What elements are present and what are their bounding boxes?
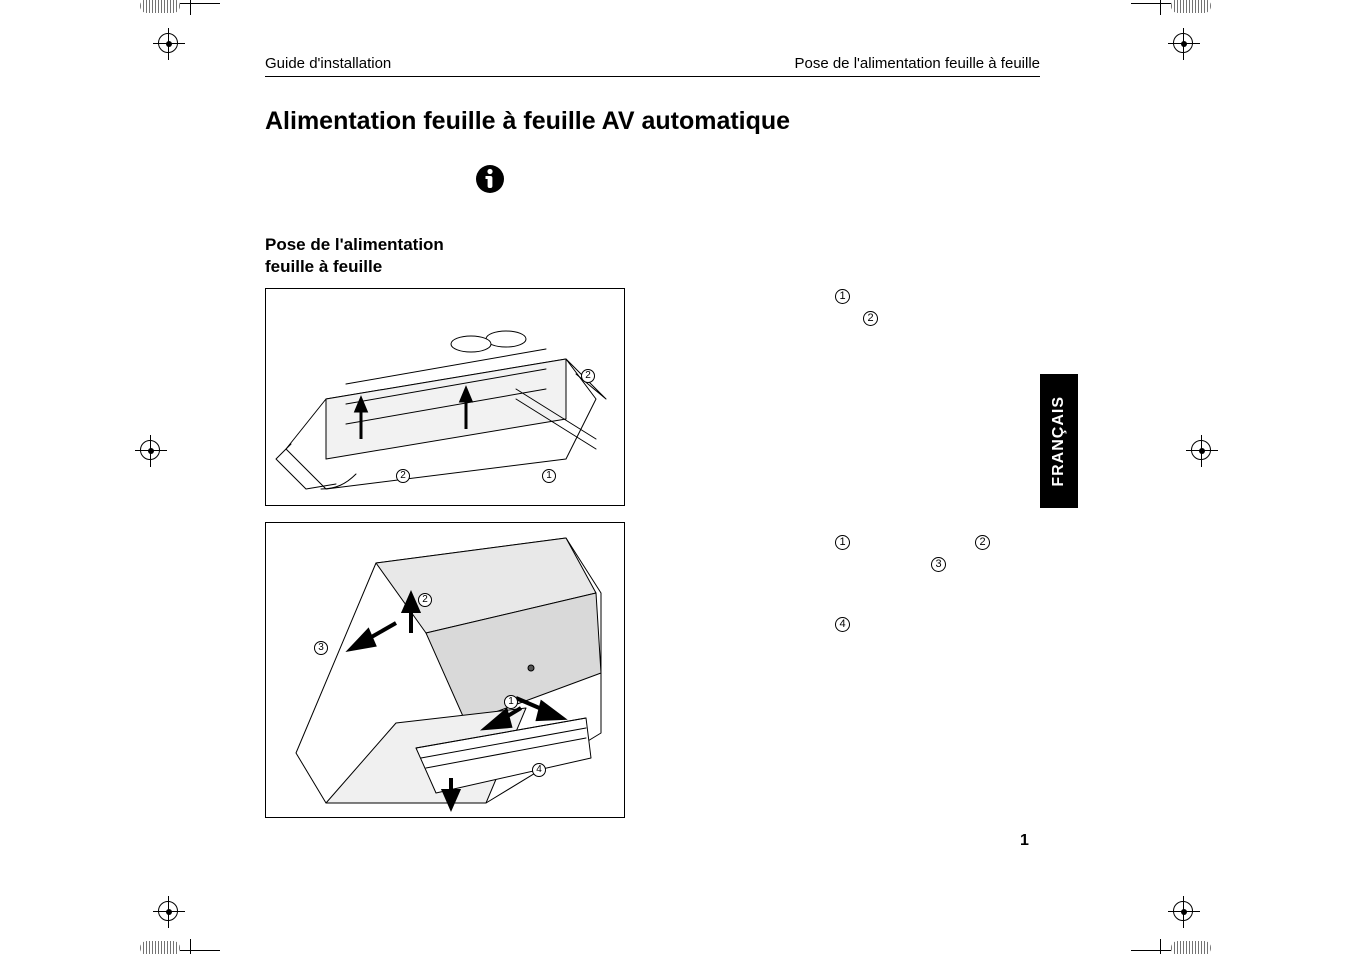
figures-column: 2 2 1 bbox=[265, 288, 625, 818]
fig1-callout-2b: 2 bbox=[396, 469, 410, 483]
running-head-right: Pose de l'alimentation feuille à feuille bbox=[794, 55, 1040, 72]
fig2-callout-3: 3 bbox=[314, 641, 328, 655]
fig2-callout-2: 2 bbox=[418, 593, 432, 607]
section-title: Pose de l'alimentation feuille à feuille bbox=[265, 234, 1040, 278]
running-head: Guide d'installation Pose de l'alimentat… bbox=[265, 55, 1040, 77]
step-marker-g2-3: 3 bbox=[931, 556, 946, 574]
info-icon bbox=[475, 164, 1040, 194]
language-tab: FRANÇAIS bbox=[1040, 374, 1078, 508]
figure-2-drawing bbox=[266, 523, 624, 817]
figure-1: 2 2 1 bbox=[265, 288, 625, 506]
step-marker-g2-1: 1 bbox=[835, 534, 850, 552]
step-marker-g2-2: 2 bbox=[975, 534, 990, 552]
step-marker-2: 2 bbox=[863, 310, 878, 328]
fig1-callout-1: 1 bbox=[542, 469, 556, 483]
running-head-left: Guide d'installation bbox=[265, 55, 391, 72]
fig2-callout-4: 4 bbox=[532, 763, 546, 777]
fig2-callout-1: 1 bbox=[504, 695, 518, 709]
page-number: 1 bbox=[1020, 832, 1029, 850]
page-title: Alimentation feuille à feuille AV automa… bbox=[265, 107, 1040, 136]
figure-1-drawing bbox=[266, 289, 624, 505]
step-marker-1: 1 bbox=[835, 288, 850, 306]
fig1-callout-2a: 2 bbox=[581, 369, 595, 383]
text-column: 1 2 1 2 3 4 bbox=[675, 288, 955, 818]
language-tab-label: FRANÇAIS bbox=[1050, 396, 1068, 487]
page-content: Guide d'installation Pose de l'alimentat… bbox=[265, 55, 1040, 855]
step-marker-g2-4: 4 bbox=[835, 616, 850, 634]
figure-2: 2 3 1 4 bbox=[265, 522, 625, 818]
